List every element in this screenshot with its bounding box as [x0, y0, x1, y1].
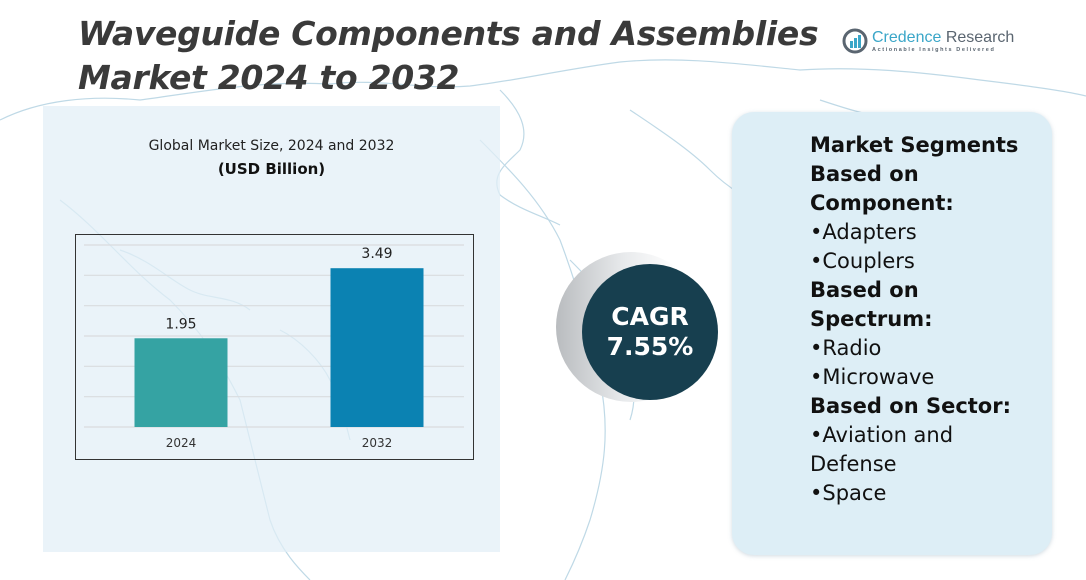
bar-2024	[134, 338, 228, 427]
segment-item: •Aviation and	[810, 423, 954, 447]
segment-item: •Space	[810, 481, 887, 505]
segment-heading: Based on	[810, 162, 919, 186]
data-label-2024: 1.95	[165, 316, 196, 332]
cagr-label: CAGR	[611, 302, 689, 331]
segment-item: Defense	[810, 452, 897, 476]
segment-item: •Radio	[810, 336, 882, 360]
bar-chart-svg: 1.95 2024 3.49 2032	[84, 244, 464, 450]
credence-research-logo: Credence Research Actionable Insights De…	[842, 28, 1014, 54]
segment-item: •Adapters	[810, 220, 917, 244]
bar-2032	[330, 268, 424, 427]
page-title: Waveguide Components and Assemblies Mark…	[78, 12, 819, 100]
segment-item: •Microwave	[810, 365, 935, 389]
market-segments-list: Market Segments Based on Component: •Adapte…	[810, 131, 1040, 508]
data-label-2032: 3.49	[361, 246, 392, 262]
bar-chart: 1.95 2024 3.49 2032	[75, 234, 474, 460]
cagr-value: 7.55%	[606, 332, 694, 361]
title-line-2: Market 2024 to 2032	[78, 58, 460, 97]
segment-heading: Component:	[810, 191, 954, 215]
segment-heading: Based on	[810, 278, 919, 302]
chart-unit: (USD Billion)	[217, 160, 326, 178]
logo-tagline: Actionable Insights Delivered	[872, 47, 996, 53]
logo-name-part2: Research	[945, 29, 1015, 46]
segment-heading: Market Segments	[810, 133, 1019, 157]
x-tick-label-2032: 2032	[362, 436, 393, 450]
chart-title: Global Market Size, 2024 and 2032	[148, 138, 395, 154]
logo-name-part1: Credence	[872, 29, 942, 46]
market-size-panel	[43, 106, 500, 552]
bar-chart-circle-icon	[842, 28, 868, 54]
segment-heading: Spectrum:	[810, 307, 933, 331]
cagr-badge: CAGR 7.55%	[582, 264, 718, 400]
segment-heading: Based on Sector:	[810, 394, 1011, 418]
market-segments-panel	[732, 112, 1052, 555]
title-line-1: Waveguide Components and Assemblies	[78, 14, 819, 53]
x-tick-label-2024: 2024	[166, 436, 197, 450]
segment-item: •Couplers	[810, 249, 915, 273]
